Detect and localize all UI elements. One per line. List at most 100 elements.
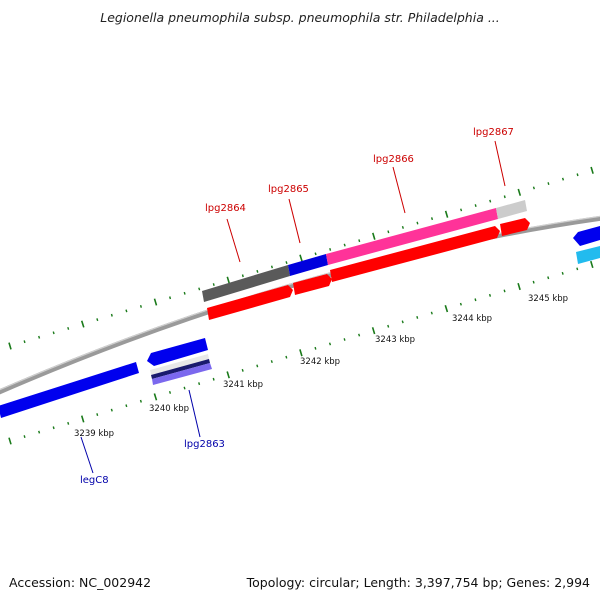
gene-purple-block[interactable] (152, 363, 212, 385)
upper-tick-17 (256, 269, 259, 273)
lower-tick-11 (168, 390, 172, 394)
lower-tick-13 (198, 382, 201, 386)
lower-tick-28 (416, 316, 419, 319)
upper-tick-30 (444, 210, 449, 218)
gene-navy-block[interactable] (151, 359, 210, 379)
lower-tick-21 (314, 346, 317, 350)
lower-tick-19 (285, 355, 288, 359)
upper-tick-12 (183, 291, 186, 295)
gene-legC8-block[interactable] (0, 362, 139, 418)
upper-tick-27 (401, 225, 404, 229)
upper-tick-24 (358, 239, 361, 243)
lower-tick-25 (371, 327, 376, 335)
gene-label-lpg2866[interactable]: lpg2866 (373, 154, 414, 165)
upper-tick-26 (387, 230, 390, 234)
upper-tick-18 (270, 265, 273, 269)
upper-tick-7 (110, 313, 113, 317)
gene-lpg2867-block[interactable] (496, 200, 527, 219)
upper-tick-11 (169, 296, 172, 300)
upper-tick-34 (503, 195, 506, 199)
gene-lpg2863-block[interactable] (147, 338, 208, 366)
upper-tick-1 (23, 340, 26, 344)
gene-label-lpg2867[interactable]: lpg2867 (473, 127, 514, 138)
tick-label-3241: 3241 kbp (223, 380, 263, 390)
gene-lpg2866-block[interactable] (326, 208, 498, 265)
red-gene-2[interactable] (293, 274, 332, 295)
map-title: Legionella pneumophila subsp. pneumophil… (100, 10, 500, 25)
lower-tick-1 (23, 435, 26, 438)
upper-tick-14 (212, 283, 215, 286)
lower-tick-38 (561, 271, 564, 275)
upper-tick-37 (547, 182, 550, 185)
gene-right-blue-block[interactable] (573, 226, 600, 246)
red-gene-1[interactable] (207, 285, 293, 320)
lower-tick-14 (212, 377, 215, 381)
upper-tick-33 (489, 199, 492, 203)
gene-label-legC8[interactable]: legC8 (80, 475, 109, 486)
upper-tick-13 (198, 287, 201, 291)
lower-tick-4 (67, 421, 70, 425)
lower-tick-39 (576, 267, 579, 271)
gene-lpg2864-block[interactable] (202, 265, 290, 302)
lower-tick-9 (139, 399, 142, 403)
upper-tick-28 (416, 221, 419, 225)
footer-stats: Topology: circular; Length: 3,397,754 bp… (246, 575, 590, 590)
leader-lines (80, 140, 506, 474)
upper-tick-6 (96, 318, 99, 322)
upper-tick-9 (139, 305, 142, 308)
upper-tick-5 (80, 320, 85, 328)
lower-tick-26 (387, 324, 390, 328)
upper-tick-40 (590, 166, 594, 174)
gene-lpg2865-block[interactable] (288, 254, 328, 276)
lower-tick-27 (401, 320, 404, 324)
lower-tick-37 (547, 276, 550, 280)
upper-tick-8 (125, 309, 128, 313)
upper-tick-0 (8, 342, 12, 350)
lower-tick-8 (125, 404, 128, 408)
upper-tick-39 (576, 173, 579, 177)
tick-label-3245: 3245 kbp (528, 294, 568, 304)
upper-tick-32 (474, 204, 477, 207)
upper-tick-19 (285, 261, 288, 265)
lower-tick-22 (328, 342, 332, 346)
red-gene-4[interactable] (500, 218, 530, 236)
upper-tick-3 (52, 331, 55, 335)
lower-tick-6 (96, 413, 99, 416)
lower-tick-34 (503, 289, 506, 293)
red-gene-3[interactable] (330, 226, 500, 282)
gene-label-lpg2864[interactable]: lpg2864 (205, 203, 246, 214)
scale-labels: 3239 kbp 3240 kbp 3241 kbp 3242 kbp 3243… (74, 294, 568, 439)
gene-right-cyan-block[interactable] (576, 246, 600, 264)
upper-tick-22 (329, 248, 332, 251)
upper-tick-16 (241, 274, 244, 278)
upper-tick-20 (299, 254, 303, 262)
lower-tick-29 (430, 311, 433, 315)
tick-label-3239: 3239 kbp (74, 429, 114, 439)
tick-label-3243: 3243 kbp (375, 335, 415, 345)
forward-upper-genes (202, 200, 527, 302)
lower-tick-18 (270, 360, 273, 364)
upper-tick-25 (372, 232, 376, 240)
gene-white-block (150, 354, 209, 375)
upper-tick-38 (561, 177, 565, 181)
lower-tick-31 (459, 302, 462, 306)
lower-tick-16 (241, 368, 244, 372)
footer-accession: Accession: NC_002942 (9, 575, 152, 590)
lower-tick-20 (299, 349, 303, 357)
lower-tick-40 (590, 260, 594, 269)
lower-tick-5 (80, 415, 85, 423)
upper-tick-21 (314, 252, 317, 256)
upper-tick-15 (226, 276, 231, 284)
lower-tick-24 (358, 333, 361, 337)
lower-tick-2 (38, 430, 41, 434)
gene-label-lpg2865[interactable]: lpg2865 (268, 184, 309, 195)
upper-tick-10 (153, 298, 158, 306)
lower-tick-3 (52, 426, 55, 430)
upper-tick-4 (67, 326, 70, 330)
lower-tick-36 (532, 280, 535, 284)
lower-tick-12 (183, 386, 186, 390)
upper-tick-35 (517, 188, 522, 196)
upper-tick-2 (38, 335, 41, 339)
gene-label-lpg2863[interactable]: lpg2863 (184, 439, 225, 450)
lower-tick-33 (488, 293, 492, 297)
